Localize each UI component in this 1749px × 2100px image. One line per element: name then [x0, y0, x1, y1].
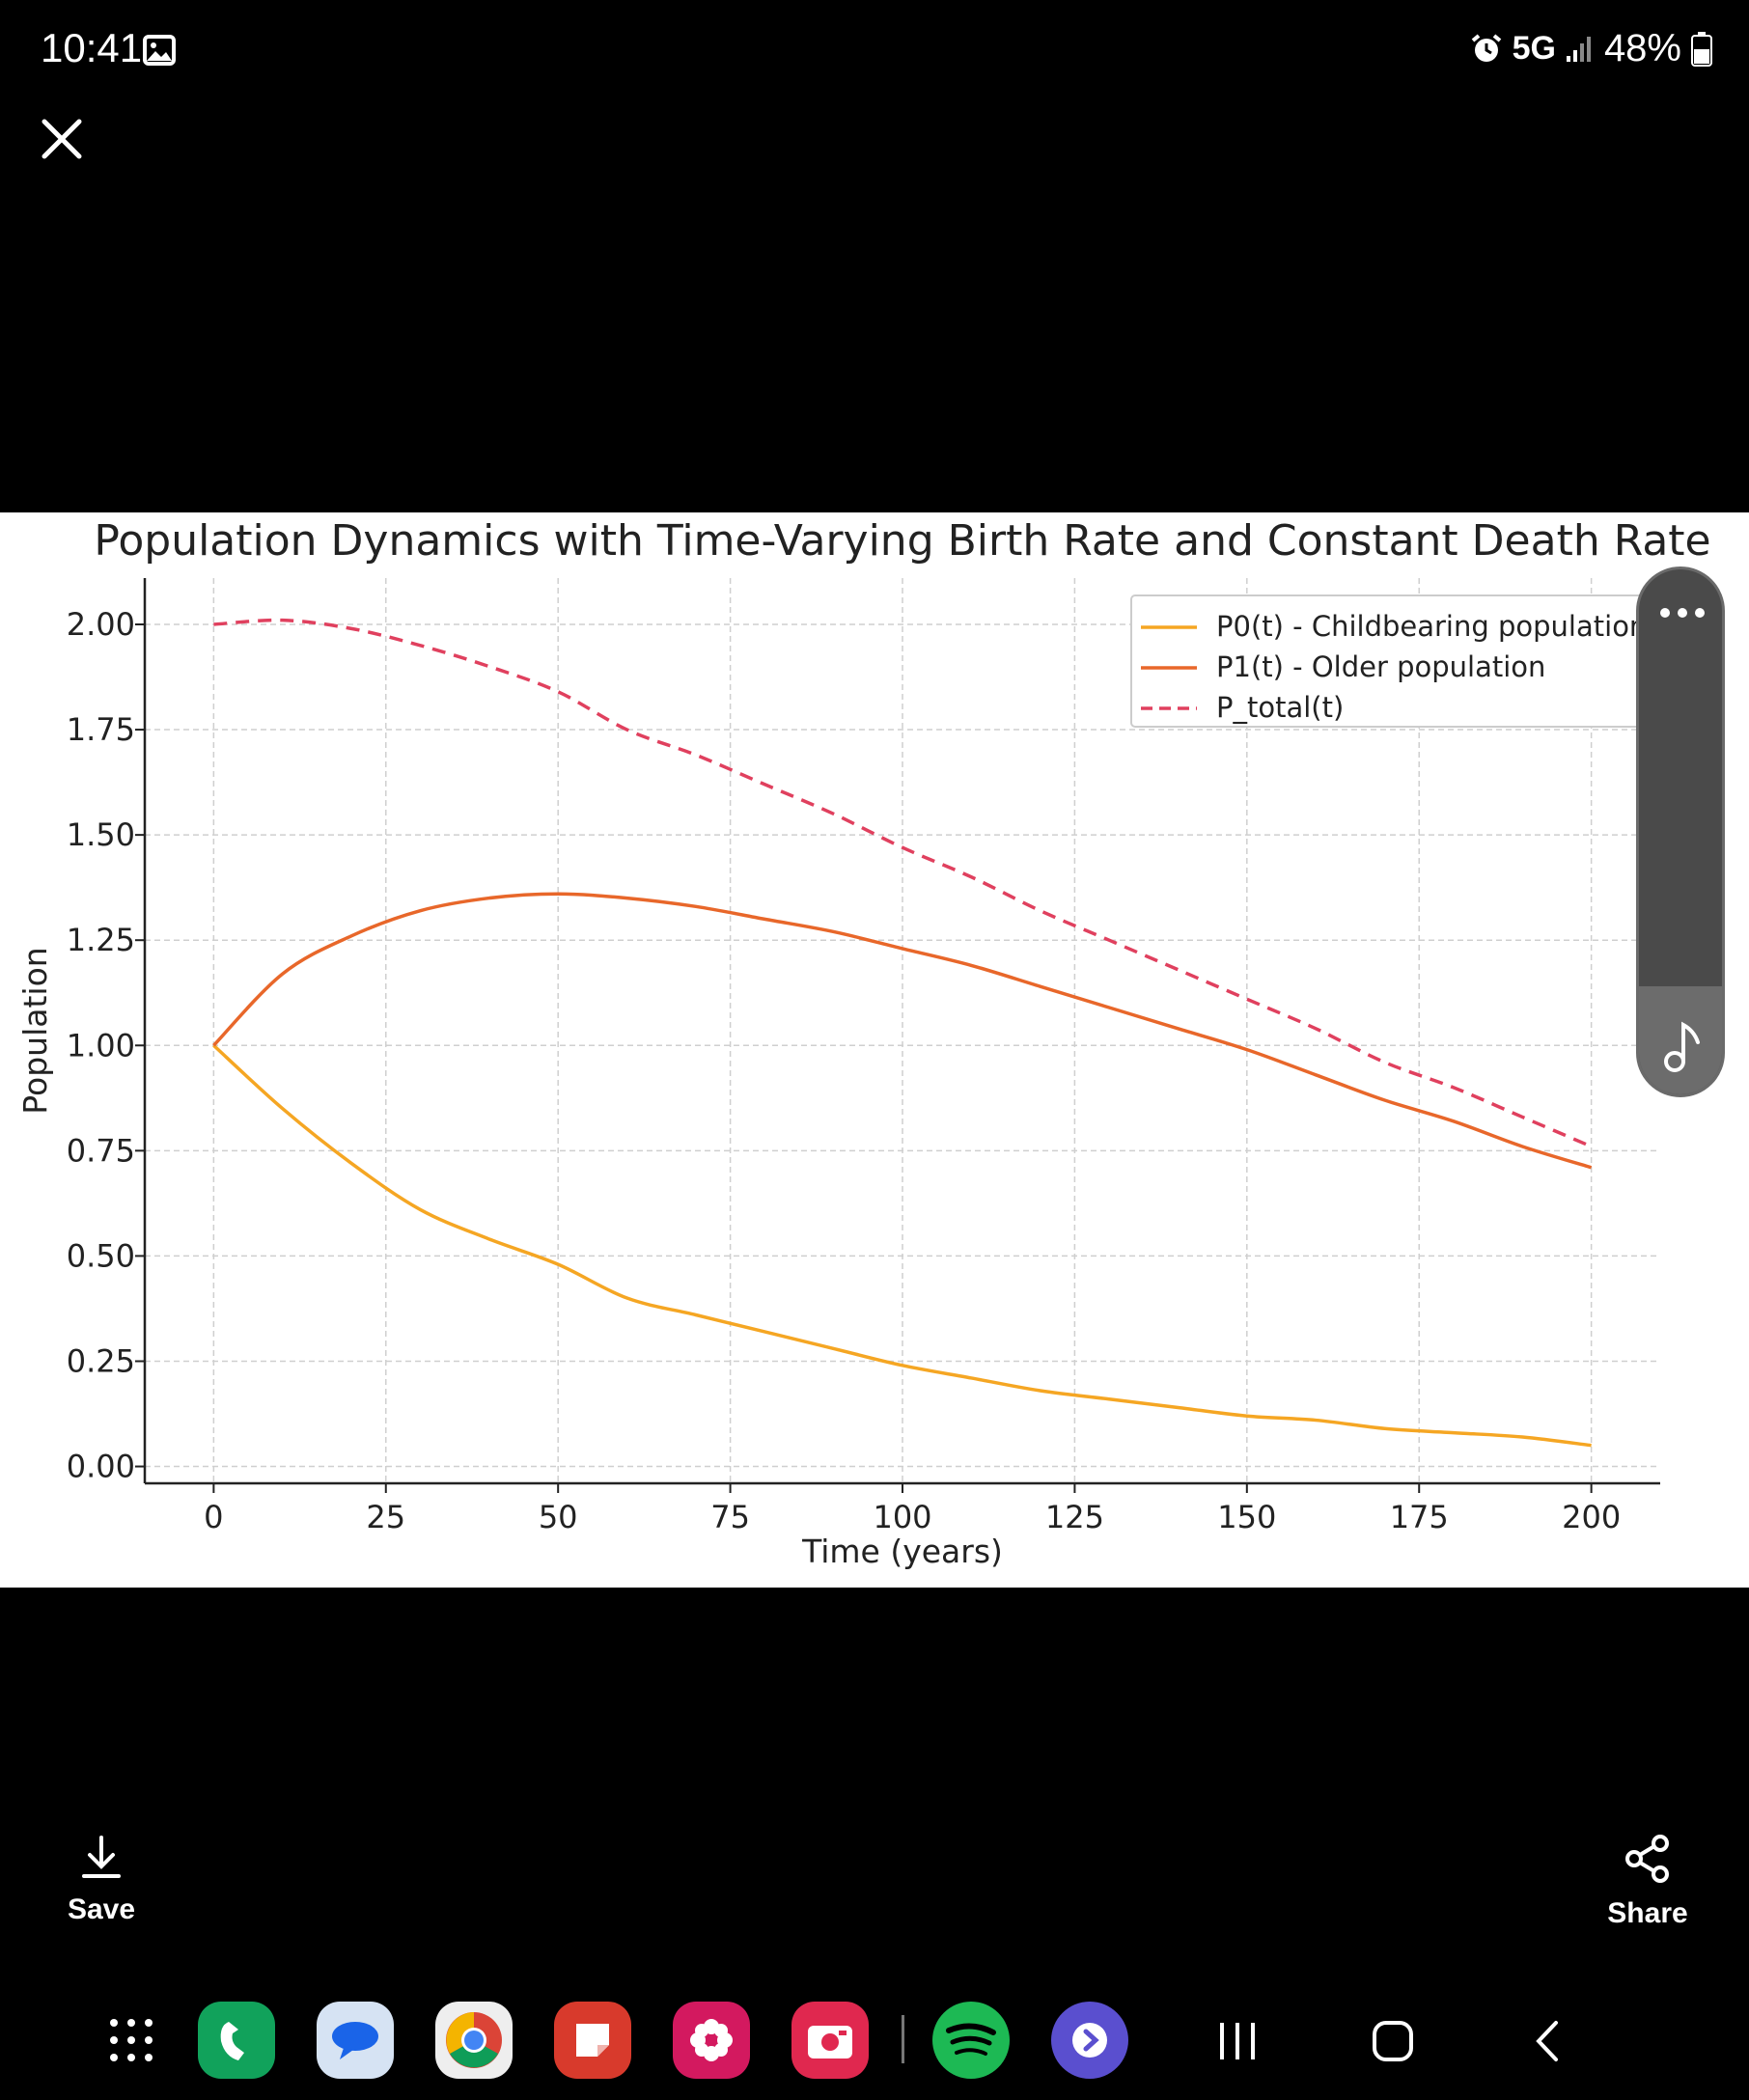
legend-label: P1(t) - Older population	[1216, 650, 1545, 683]
chart-title: Population Dynamics with Time-Varying Bi…	[94, 516, 1710, 566]
status-time: 10:41	[41, 25, 143, 70]
y-tick-label: 2.00	[67, 606, 135, 643]
x-tick-label: 175	[1390, 1499, 1449, 1535]
y-axis-label: Population	[16, 947, 54, 1114]
chart-legend: P0(t) - Childbearing population P1(t) - O…	[1130, 594, 1653, 728]
share-icon	[1625, 1835, 1669, 1883]
x-tick-label: 50	[539, 1499, 578, 1535]
camera-glyph-icon	[808, 2026, 852, 2059]
series-line-1	[212, 892, 1593, 1170]
x-axis-label: Time (years)	[801, 1533, 1003, 1570]
y-tick-label: 0.25	[67, 1342, 135, 1379]
more-options-icon[interactable]	[1658, 606, 1707, 620]
signal-icon	[1566, 36, 1591, 62]
floating-side-panel[interactable]	[1636, 566, 1725, 1097]
y-tick-label: 1.75	[67, 711, 135, 748]
y-tick-label: 0.50	[67, 1237, 135, 1274]
recents-icon[interactable]	[1214, 2021, 1261, 2061]
chrome-logo-icon	[446, 2012, 502, 2068]
download-icon	[82, 1836, 121, 1878]
note-glyph-icon	[576, 2024, 609, 2057]
status-indicators: 5G 48%	[1470, 27, 1712, 70]
x-tick-label: 25	[366, 1499, 405, 1535]
share-label: Share	[1607, 1897, 1688, 1929]
legend-label: P_total(t)	[1216, 691, 1344, 724]
alarm-icon	[1471, 33, 1501, 62]
series-line-0	[212, 1043, 1592, 1448]
panel-media-section[interactable]	[1639, 986, 1722, 1094]
y-tick-label: 1.00	[67, 1027, 135, 1064]
music-note-icon[interactable]	[1663, 1017, 1706, 1075]
chrome-app-icon[interactable]	[435, 2002, 513, 2079]
phone-app-icon[interactable]	[198, 2002, 275, 2079]
home-icon[interactable]	[1371, 2019, 1415, 2063]
save-label: Save	[67, 1893, 136, 1925]
close-icon[interactable]	[39, 116, 85, 162]
series-line-2	[213, 618, 1593, 1148]
battery-icon	[1691, 31, 1712, 67]
status-bar: 10:41 5G 48%	[0, 0, 1749, 101]
battery-percent: 48%	[1603, 27, 1681, 69]
x-tick-label: 0	[204, 1499, 223, 1535]
x-tick-label: 125	[1045, 1499, 1104, 1535]
samsung-internet-app-icon[interactable]	[1051, 2002, 1128, 2079]
app-drawer-icon[interactable]	[106, 2015, 156, 2065]
save-button[interactable]: Save	[14, 1834, 188, 1926]
y-tick-label: 0.75	[67, 1132, 135, 1169]
x-tick-label: 100	[873, 1499, 931, 1535]
internet-glyph-icon	[1072, 2023, 1107, 2058]
y-tick-label: 1.50	[67, 816, 135, 853]
image-viewer[interactable]: 0 25 50 75 100 125 150 175 200 0.00 0.25 0.50 0.75 1.…	[0, 512, 1749, 1588]
y-tick-label: 1.25	[67, 922, 135, 958]
messages-app-icon[interactable]	[317, 2002, 394, 2079]
dock-divider	[902, 2015, 904, 2063]
chat-bubble-icon	[332, 2022, 378, 2059]
network-type: 5G	[1512, 30, 1556, 67]
x-tick-label: 200	[1562, 1499, 1621, 1535]
flower-icon	[690, 2019, 733, 2061]
legend-label: P0(t) - Childbearing population	[1216, 610, 1647, 643]
y-tick-label: 0.00	[67, 1449, 135, 1485]
back-icon[interactable]	[1531, 2019, 1564, 2063]
gallery-icon	[143, 35, 176, 66]
population-chart: 0 25 50 75 100 125 150 175 200 0.00 0.25 0.50 0.75 1.…	[16, 516, 1711, 1570]
x-tick-label: 150	[1217, 1499, 1276, 1535]
x-tick-label: 75	[710, 1499, 750, 1535]
share-button[interactable]: Share	[1561, 1834, 1735, 1930]
spotify-app-icon[interactable]	[932, 2002, 1010, 2079]
phone-glyph-icon	[220, 2022, 244, 2060]
spotify-waves-icon	[946, 2023, 996, 2056]
camera-app-icon[interactable]	[791, 2002, 869, 2079]
gallery-app-icon[interactable]	[673, 2002, 750, 2079]
notes-app-icon[interactable]	[554, 2002, 631, 2079]
